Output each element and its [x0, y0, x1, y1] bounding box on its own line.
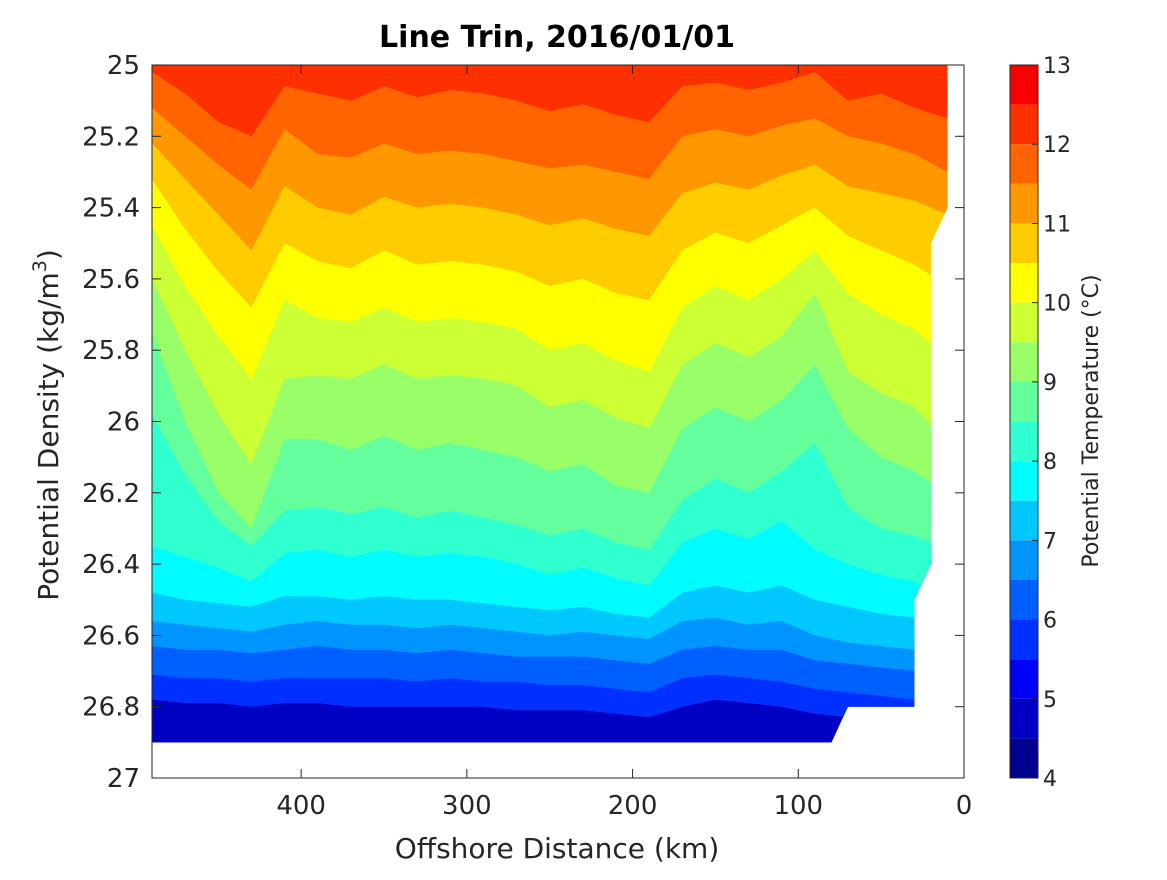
y-tick-label: 25.2 — [82, 122, 140, 152]
colorbar-segment — [1010, 263, 1038, 303]
y-tick-label: 25.6 — [82, 265, 140, 295]
y-axis-label-main: Potential Density (kg/m — [32, 272, 65, 601]
colorbar-tick-label: 13 — [1043, 54, 1071, 79]
y-tick-label: 25.4 — [82, 194, 140, 224]
y-tick-label: 26.2 — [82, 479, 140, 509]
x-axis: 400 300 200 100 0 — [276, 65, 972, 821]
colorbar-tick-label: 12 — [1043, 133, 1071, 158]
colorbar-segment — [1010, 540, 1038, 580]
y-axis-label-exponent: 3 — [29, 260, 51, 272]
colorbar-segment — [1010, 659, 1038, 699]
colorbar-segment — [1010, 342, 1038, 382]
colorbar-segment — [1010, 183, 1038, 224]
colorbar-frame — [1009, 64, 1039, 779]
colorbar-tick-label: 9 — [1043, 371, 1057, 396]
colorbar-tick-label: 11 — [1043, 212, 1071, 237]
colorbar-tick-label: 6 — [1043, 609, 1057, 634]
x-tick-label: 400 — [276, 791, 326, 821]
y-axis: 25 25.2 25.4 25.6 25.8 26 26.2 26.4 26.6 26.8 27 — [82, 51, 964, 794]
contour-band-deep — [152, 728, 948, 743]
contour-band-12 — [152, 65, 948, 137]
colorbar-segment — [1010, 223, 1038, 264]
colorbar-label: Potential Temperature (°C) — [1079, 274, 1104, 567]
y-tick-label: 26.8 — [82, 693, 140, 723]
colorbar-segment — [1010, 421, 1038, 462]
colorbar-segment — [1010, 104, 1038, 145]
colorbar-tick-label: 10 — [1043, 292, 1071, 317]
y-axis-label: Potential Density (kg/m3) — [29, 249, 65, 601]
colorbar-segment — [1010, 461, 1038, 501]
colorbar-segment — [1010, 579, 1038, 620]
x-tick-label: 300 — [442, 791, 492, 821]
y-tick-label: 26 — [107, 408, 140, 438]
x-tick-label: 100 — [773, 791, 823, 821]
colorbar-tick-label: 8 — [1043, 450, 1057, 475]
colorbar-tick-label: 5 — [1043, 688, 1057, 713]
chart-title: Line Trin, 2016/01/01 — [379, 20, 735, 55]
colorbar-segment — [1010, 381, 1038, 422]
colorbar-segment — [1010, 65, 1038, 105]
y-axis-label-close: ) — [32, 249, 65, 260]
y-tick-label: 25.8 — [82, 336, 140, 366]
colorbar-segment — [1010, 619, 1038, 660]
colorbar-segment — [1010, 302, 1038, 343]
contour-fill-layer — [152, 65, 948, 743]
colorbar-segment — [1010, 738, 1038, 778]
colorbar-segment — [1010, 144, 1038, 184]
colorbar-tick-label: 4 — [1043, 767, 1057, 792]
y-tick-label: 26.4 — [82, 550, 140, 580]
x-tick-label: 200 — [608, 791, 658, 821]
y-tick-label: 25 — [107, 51, 140, 81]
colorbar-segment — [1010, 698, 1038, 739]
colorbar-tick-label: 7 — [1043, 529, 1057, 554]
colorbar: 4 5 6 7 8 9 10 11 12 13 — [1009, 54, 1071, 792]
y-tick-label: 27 — [107, 764, 140, 794]
y-tick-label: 26.6 — [82, 621, 140, 651]
x-tick-label: 0 — [956, 791, 973, 821]
x-axis-label: Offshore Distance (km) — [395, 832, 720, 865]
colorbar-segment — [1010, 500, 1038, 541]
